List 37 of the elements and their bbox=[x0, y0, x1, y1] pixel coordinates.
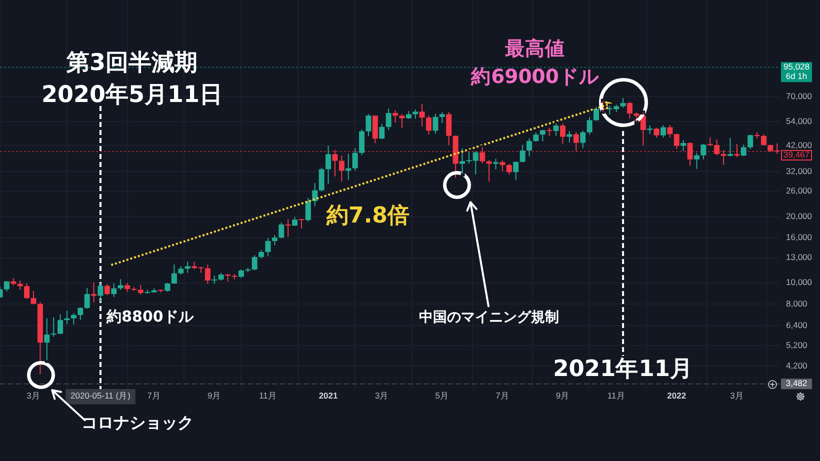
ref-line-label: 3,482 bbox=[786, 378, 808, 388]
y-tick-label: 16,000 bbox=[786, 232, 812, 242]
x-tick-label: 11月 bbox=[259, 390, 277, 400]
y-tick-label: 32,000 bbox=[786, 166, 812, 176]
x-tick-label: 3月 bbox=[730, 390, 744, 400]
y-tick-label: 10,000 bbox=[786, 277, 812, 288]
annotation: 約69000ドル bbox=[470, 65, 600, 88]
y-tick-label: 54,000 bbox=[786, 116, 812, 126]
y-tick-label: 6,400 bbox=[786, 320, 808, 330]
y-tick-label: 13,000 bbox=[786, 252, 812, 262]
x-tick-label: 2021 bbox=[318, 390, 338, 400]
y-tick-label: 70,000 bbox=[786, 90, 812, 101]
ref-line-label: 第3回半減期 2020年5月11日 bbox=[41, 50, 223, 108]
y-tick-label: 20,000 bbox=[786, 210, 812, 221]
x-tick-label: 9月 bbox=[556, 390, 570, 400]
x-tick-label: 7月 bbox=[496, 390, 510, 400]
x-tick-label: 3月 bbox=[26, 390, 40, 400]
x-tick-label: 2022 bbox=[667, 390, 686, 400]
text: コロナショック bbox=[82, 413, 194, 432]
x-tick-label: 7月 bbox=[147, 390, 161, 400]
y-tick-label: 5,200 bbox=[786, 340, 808, 350]
x-tick-label: 2020-05-11 (月) bbox=[70, 390, 131, 400]
ref-line-label: 39,467 bbox=[784, 150, 810, 160]
ref-line-label: 2021年11月 bbox=[553, 356, 694, 382]
y-tick-label: 8,000 bbox=[786, 298, 808, 309]
annotation: 中国のマイニング規制 bbox=[419, 310, 559, 326]
y-tick-label: 4,200 bbox=[786, 360, 808, 370]
ref-line-label: 95,028 6d 1h bbox=[784, 62, 810, 82]
annotation: 最高値 bbox=[504, 37, 565, 60]
x-tick-label: 11月 bbox=[607, 390, 626, 400]
y-tick-label: 42,000 bbox=[786, 140, 812, 150]
x-tick-label: 3月 bbox=[375, 390, 389, 400]
y-tick-label: 26,000 bbox=[786, 186, 812, 196]
annotation: 約8800ドル bbox=[106, 307, 194, 326]
x-tick-label: 5月 bbox=[435, 390, 450, 400]
x-tick-label: 9月 bbox=[208, 390, 222, 400]
annotation: 約7.8倍 bbox=[326, 204, 410, 229]
